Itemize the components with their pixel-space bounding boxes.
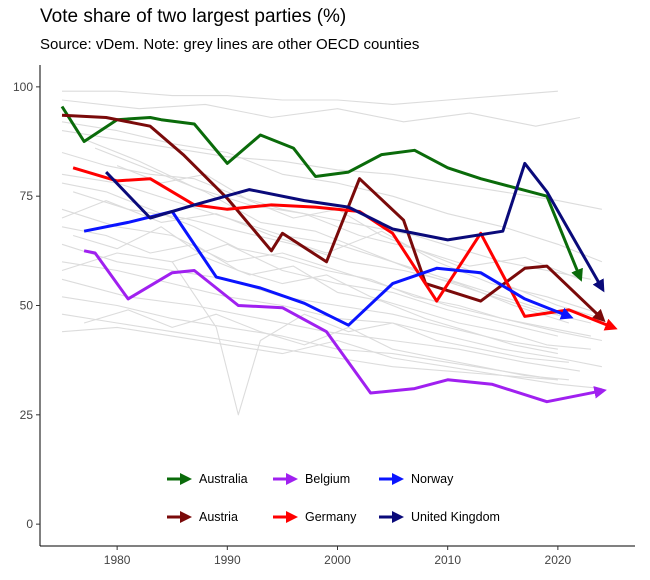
background-line-7: [61, 208, 603, 342]
y-tick-label-25: 25: [20, 408, 34, 422]
background-lines: [61, 90, 603, 416]
chart-subtitle: Source: vDem. Note: grey lines are other…: [40, 36, 420, 53]
x-tick-label-2010: 2010: [434, 553, 461, 567]
background-line-1: [62, 90, 558, 105]
background-line-13: [61, 313, 602, 390]
legend-key-arrow: [286, 473, 298, 485]
legend-label: Germany: [305, 510, 357, 524]
chart-title: Vote share of two largest parties (%): [40, 6, 347, 27]
background-line-24: [83, 309, 569, 381]
background-line-22: [61, 182, 592, 337]
legend-key-arrow: [180, 473, 192, 485]
legend-label: Austria: [199, 510, 238, 524]
legend-item-norway: Norway: [379, 472, 454, 486]
y-tick-label-0: 0: [26, 517, 33, 531]
y-tick-label-75: 75: [20, 189, 34, 203]
y-tick-label-50: 50: [20, 299, 34, 313]
background-line-8: [61, 226, 591, 350]
series-line-belgium: [83, 249, 607, 404]
background-line-4: [61, 151, 592, 280]
legend-key-arrow: [180, 511, 192, 523]
legend-label: Belgium: [305, 472, 350, 486]
series-line-austria: [61, 113, 606, 323]
background-line-3: [61, 130, 603, 210]
legend-key-arrow: [392, 473, 404, 485]
background-line-23: [61, 121, 603, 263]
legend-key-arrow: [286, 511, 298, 523]
series-line-australia: [60, 105, 583, 282]
series-line-germany: [72, 166, 618, 331]
background-line-19: [116, 165, 603, 320]
x-tick-label-2020: 2020: [545, 553, 572, 567]
series-line-united-kingdom: [105, 161, 605, 293]
country-lines: [60, 105, 618, 404]
background-line-16: [94, 147, 592, 324]
legend-item-austria: Austria: [167, 510, 238, 524]
y-tick-label-100: 100: [13, 80, 33, 94]
axes: 0 25 50 75 100 1980 1990 2000 2010 2020: [13, 65, 635, 567]
legend-label: Norway: [411, 472, 454, 486]
background-line-21: [171, 261, 569, 416]
legend-item-belgium: Belgium: [273, 472, 350, 486]
x-tick-label-1990: 1990: [214, 553, 241, 567]
x-tick-label-2000: 2000: [324, 553, 351, 567]
legend: Australia Belgium Norway Austria Germany Unit…: [167, 472, 500, 524]
legend-item-germany: Germany: [273, 510, 357, 524]
background-line-5: [61, 173, 559, 315]
legend-item-australia: Australia: [167, 472, 248, 486]
background-line-2: [61, 99, 581, 127]
legend-item-united-kingdom: United Kingdom: [379, 510, 500, 524]
background-line-18: [61, 243, 559, 337]
legend-key-arrow: [392, 511, 404, 523]
x-tick-label-1980: 1980: [104, 553, 131, 567]
background-line-14: [61, 326, 558, 381]
legend-label: Australia: [199, 472, 248, 486]
background-line-9: [61, 243, 558, 350]
background-line-20: [72, 226, 559, 355]
legend-label: United Kingdom: [411, 510, 500, 524]
